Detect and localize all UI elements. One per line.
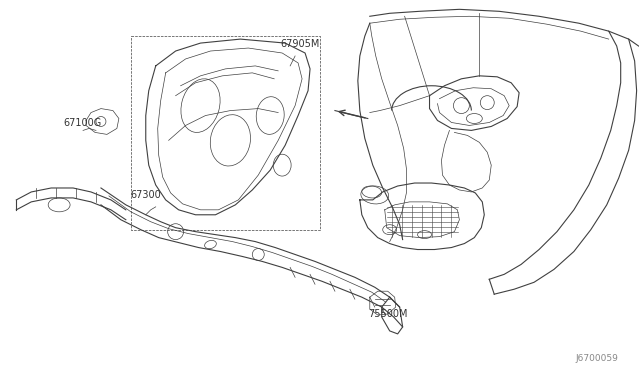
Text: 67300: 67300 — [131, 190, 161, 200]
Text: J6700059: J6700059 — [576, 354, 619, 363]
Text: 67100G: 67100G — [63, 118, 101, 128]
Text: 67905M: 67905M — [280, 39, 319, 49]
Text: 75500M: 75500M — [368, 309, 407, 319]
